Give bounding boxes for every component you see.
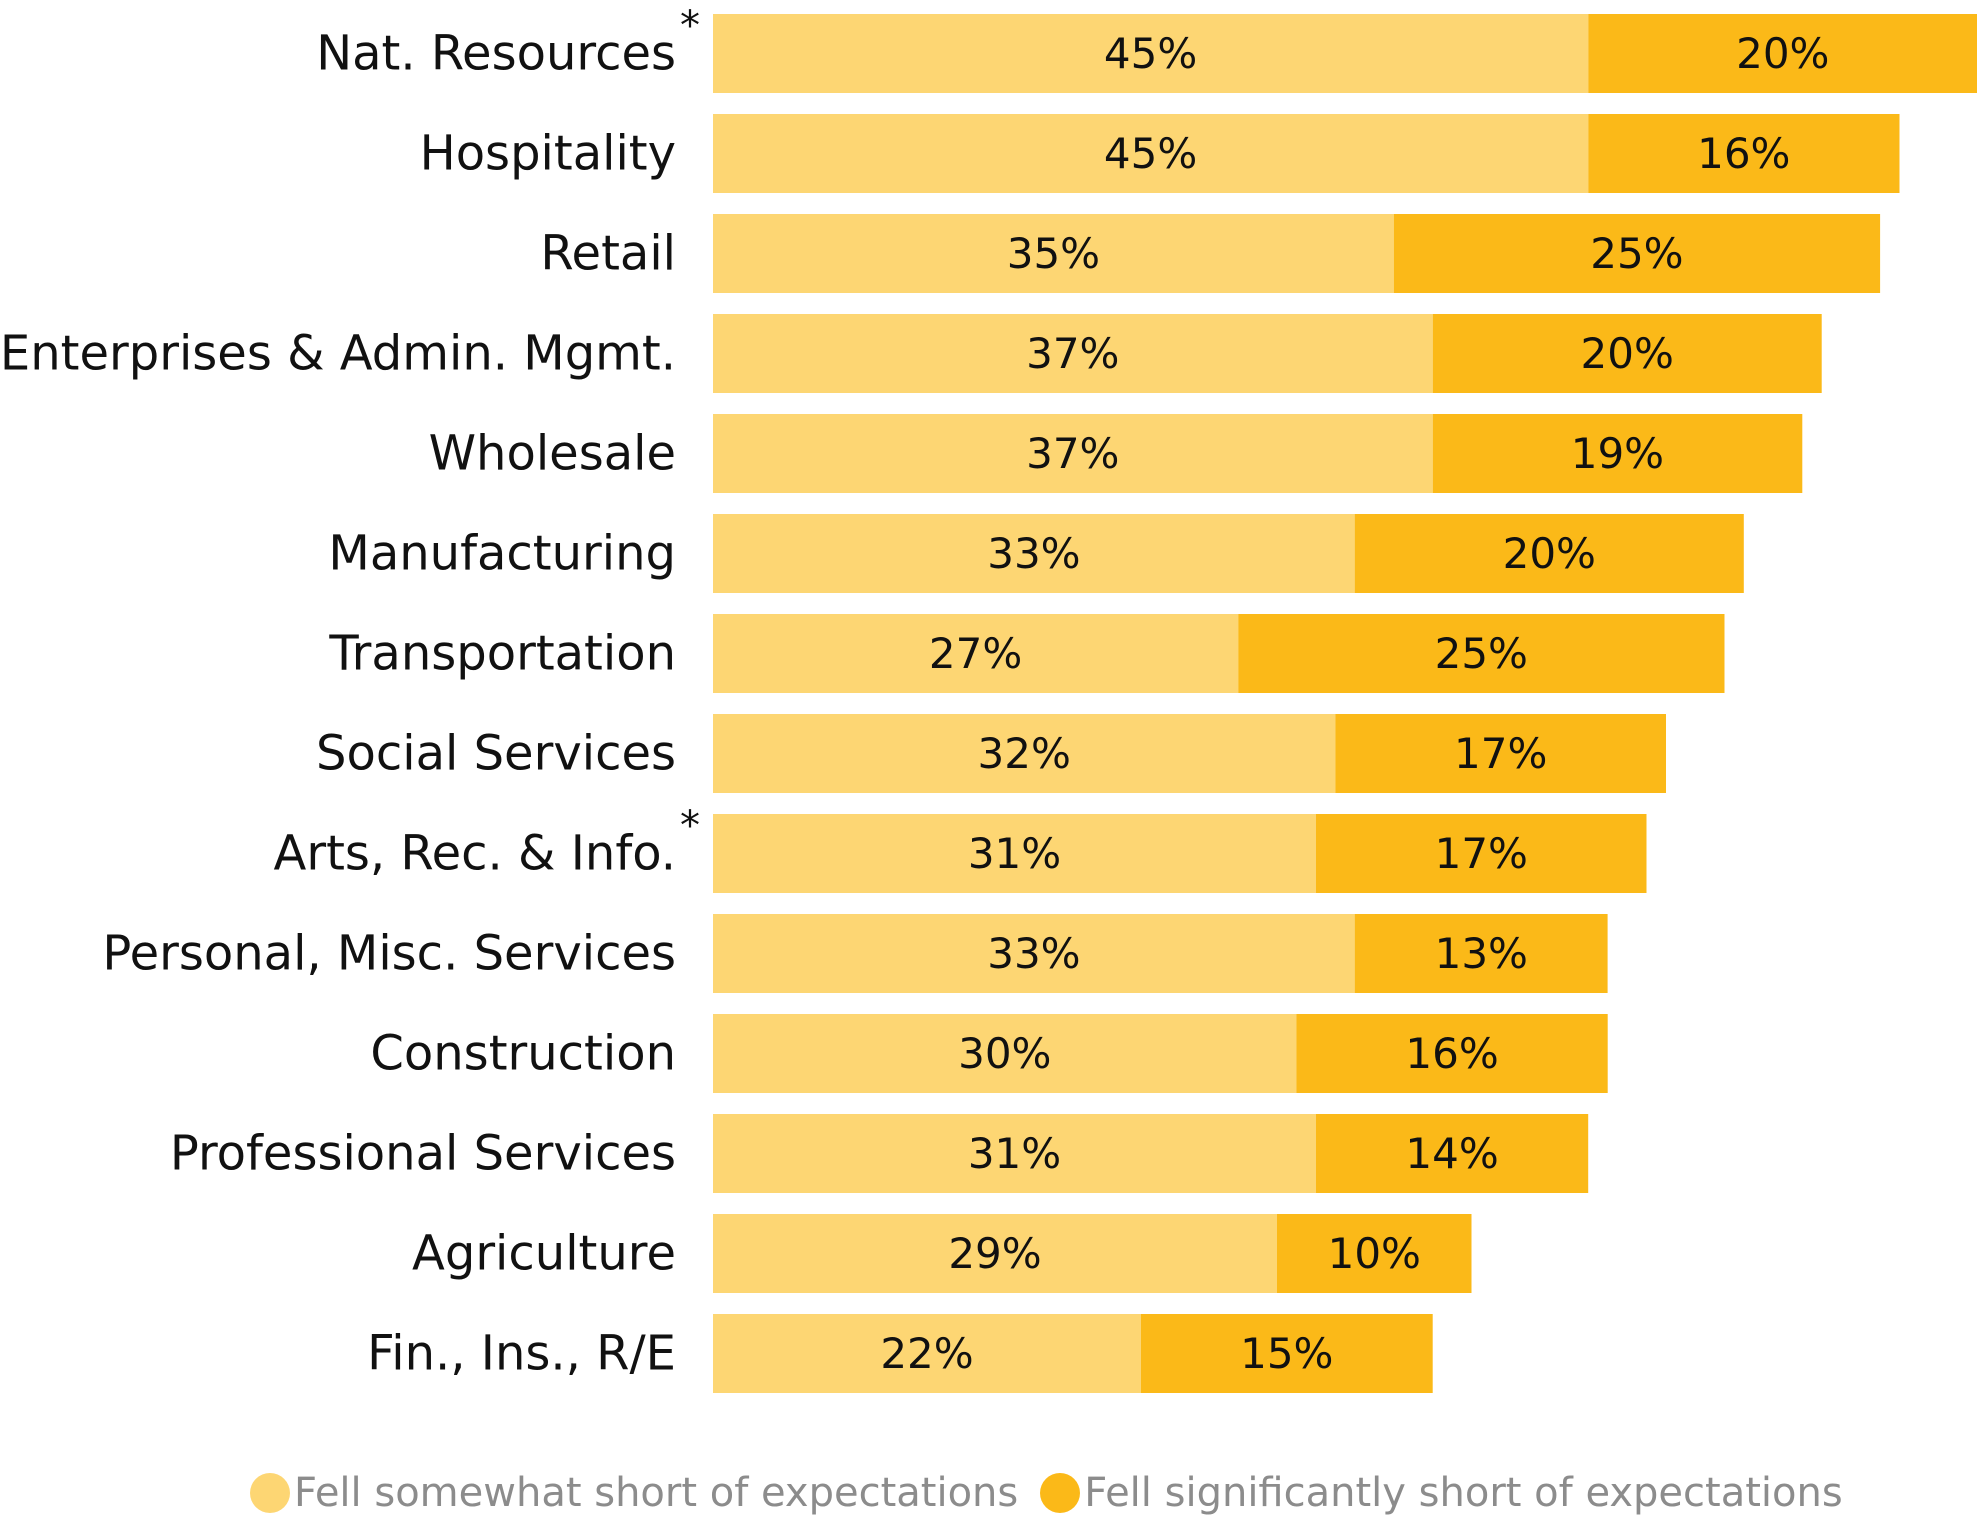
value-label-personal-misc-services-series-0: 33% xyxy=(987,929,1080,978)
category-label-arts-rec-info: Arts, Rec. & Info. xyxy=(274,826,677,882)
bar-segment-enterprises-admin-mgmt-series-1 xyxy=(1432,314,1822,393)
bar-segment-arts-rec-info-series-0 xyxy=(713,814,1316,893)
footnote-mark-nat-resources: * xyxy=(680,3,700,49)
bar-segment-construction-series-0 xyxy=(713,1014,1297,1093)
value-label-nat-resources-series-1: 20% xyxy=(1736,29,1829,78)
bar-segment-retail-series-1 xyxy=(1393,214,1881,293)
bar-segment-construction-series-1 xyxy=(1296,1014,1608,1093)
value-label-hospitality-series-0: 45% xyxy=(1104,129,1197,178)
category-label-enterprises-admin-mgmt: Enterprises & Admin. Mgmt. xyxy=(0,326,676,382)
value-label-enterprises-admin-mgmt-series-0: 37% xyxy=(1026,329,1119,378)
legend: Fell somewhat short of expectations Fell… xyxy=(250,1463,1843,1523)
value-label-personal-misc-services-series-1: 13% xyxy=(1435,929,1528,978)
category-label-retail: Retail xyxy=(540,226,676,282)
bar-segment-retail-series-0 xyxy=(713,214,1394,293)
legend-swatch-significantly xyxy=(1040,1473,1081,1513)
legend-label-significantly: Fell significantly short of expectations xyxy=(1084,1470,1843,1516)
value-label-hospitality-series-1: 16% xyxy=(1697,129,1790,178)
bar-segment-fin-ins-r-e-series-1 xyxy=(1140,1314,1433,1393)
bar-segment-fin-ins-r-e-series-0 xyxy=(713,1314,1141,1393)
labels-layer: Nat. Resources *45% 20%Hospitality 45% 16%Re… xyxy=(0,3,1829,1382)
value-label-wholesale-series-1: 19% xyxy=(1571,429,1664,478)
legend-label-somewhat: Fell somewhat short of expectations xyxy=(294,1470,1019,1516)
bar-segment-nat-resources-series-1 xyxy=(1588,14,1977,93)
category-label-transportation: Transportation xyxy=(328,626,676,682)
value-label-professional-services-series-1: 14% xyxy=(1405,1129,1498,1178)
bar-segment-wholesale-series-0 xyxy=(713,414,1433,493)
value-label-retail-series-1: 25% xyxy=(1590,229,1683,278)
value-label-agriculture-series-0: 29% xyxy=(948,1229,1041,1278)
value-label-transportation-series-0: 27% xyxy=(929,629,1022,678)
category-label-personal-misc-services: Personal, Misc. Services xyxy=(102,926,676,982)
category-label-professional-services: Professional Services xyxy=(170,1126,676,1182)
value-label-retail-series-0: 35% xyxy=(1007,229,1100,278)
bars-layer xyxy=(713,14,1977,1393)
category-label-social-services: Social Services xyxy=(316,726,676,782)
category-label-nat-resources: Nat. Resources xyxy=(316,26,676,82)
value-label-fin-ins-r-e-series-0: 22% xyxy=(880,1329,973,1378)
legend-item-significantly: Fell significantly short of expectations xyxy=(1040,1470,1843,1516)
bar-segment-enterprises-admin-mgmt-series-0 xyxy=(713,314,1433,393)
category-label-agriculture: Agriculture xyxy=(412,1226,676,1282)
value-label-nat-resources-series-0: 45% xyxy=(1104,29,1197,78)
legend-item-somewhat: Fell somewhat short of expectations xyxy=(250,1470,1018,1516)
category-label-manufacturing: Manufacturing xyxy=(328,526,676,582)
legend-swatch-somewhat xyxy=(250,1473,290,1513)
bar-segment-manufacturing-series-0 xyxy=(713,514,1355,593)
bar-segment-professional-services-series-0 xyxy=(713,1114,1316,1193)
value-label-construction-series-1: 16% xyxy=(1405,1029,1498,1078)
footnote-mark-arts-rec-info: * xyxy=(680,803,700,849)
bar-segment-personal-misc-services-series-1 xyxy=(1354,914,1608,993)
bar-segment-personal-misc-services-series-0 xyxy=(713,914,1355,993)
bar-segment-wholesale-series-1 xyxy=(1432,414,1803,493)
bar-segment-hospitality-series-1 xyxy=(1588,114,1900,193)
value-label-agriculture-series-1: 10% xyxy=(1328,1229,1421,1278)
bar-segment-agriculture-series-0 xyxy=(713,1214,1277,1293)
value-label-social-services-series-1: 17% xyxy=(1454,729,1547,778)
category-label-hospitality: Hospitality xyxy=(420,126,676,182)
value-label-social-services-series-0: 32% xyxy=(978,729,1071,778)
bar-segment-manufacturing-series-1 xyxy=(1354,514,1744,593)
bar-segment-professional-services-series-1 xyxy=(1315,1114,1589,1193)
category-label-wholesale: Wholesale xyxy=(429,426,676,482)
bar-segment-transportation-series-0 xyxy=(713,614,1239,693)
bar-segment-transportation-series-1 xyxy=(1238,614,1725,693)
category-label-construction: Construction xyxy=(370,1026,676,1082)
value-label-construction-series-0: 30% xyxy=(958,1029,1051,1078)
value-label-fin-ins-r-e-series-1: 15% xyxy=(1240,1329,1333,1378)
bar-segment-agriculture-series-1 xyxy=(1277,1214,1472,1293)
bar-segment-hospitality-series-0 xyxy=(713,114,1589,193)
value-label-arts-rec-info-series-0: 31% xyxy=(968,829,1061,878)
value-label-manufacturing-series-0: 33% xyxy=(987,529,1080,578)
value-label-arts-rec-info-series-1: 17% xyxy=(1435,829,1528,878)
value-label-enterprises-admin-mgmt-series-1: 20% xyxy=(1581,329,1674,378)
bar-segment-social-services-series-1 xyxy=(1335,714,1666,793)
value-label-transportation-series-1: 25% xyxy=(1435,629,1528,678)
value-label-wholesale-series-0: 37% xyxy=(1026,429,1119,478)
value-label-professional-services-series-0: 31% xyxy=(968,1129,1061,1178)
bar-segment-nat-resources-series-0 xyxy=(713,14,1589,93)
value-label-manufacturing-series-1: 20% xyxy=(1503,529,1596,578)
category-label-fin-ins-r-e: Fin., Ins., R/E xyxy=(367,1326,676,1382)
bar-segment-social-services-series-0 xyxy=(713,714,1336,793)
bar-segment-arts-rec-info-series-1 xyxy=(1315,814,1647,893)
